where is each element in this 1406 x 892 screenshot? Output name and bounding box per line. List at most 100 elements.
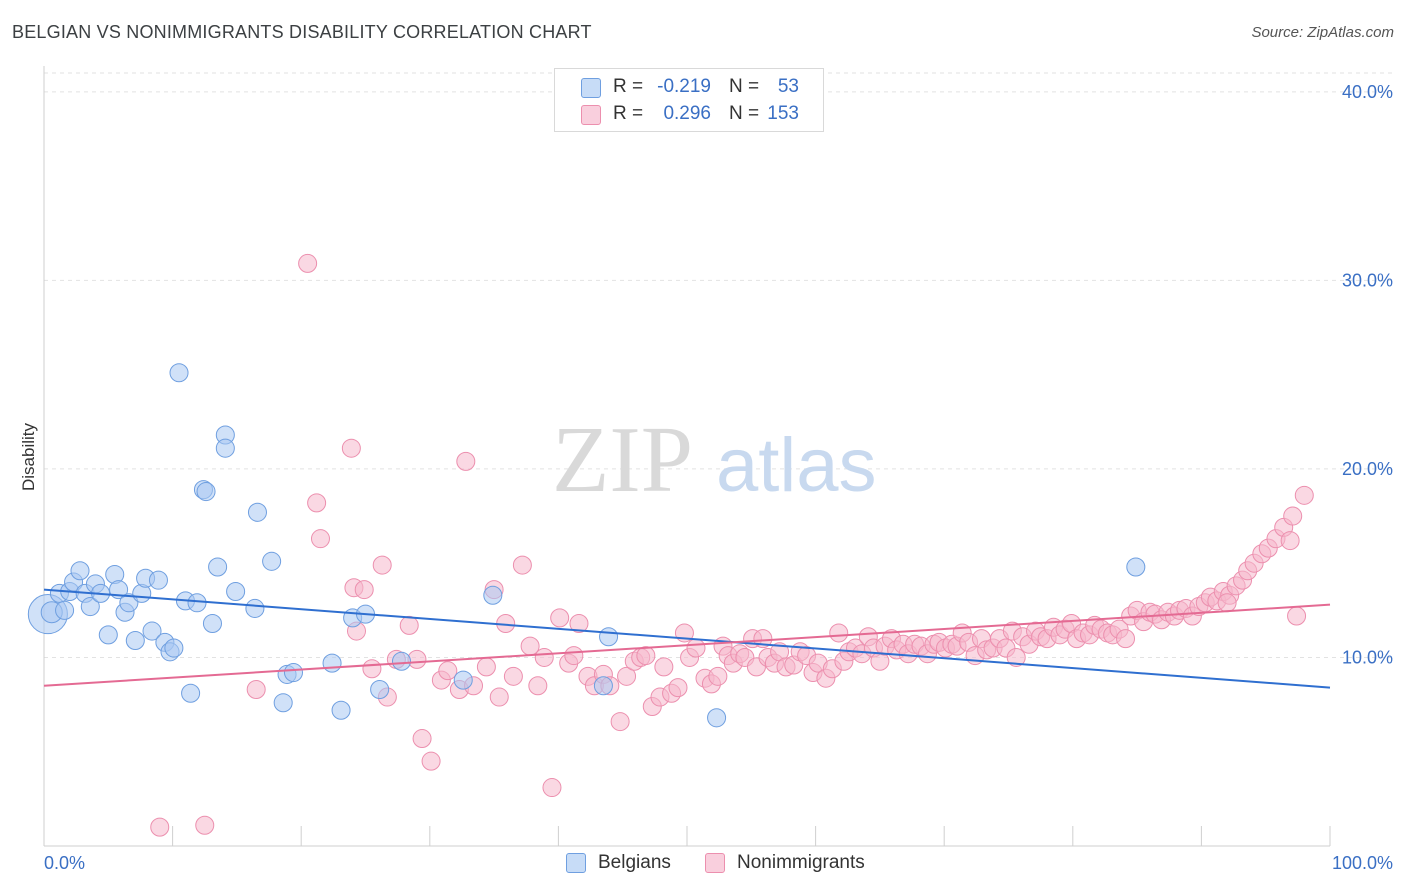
point-nonimmigrants xyxy=(1116,629,1136,649)
point-nonimmigrants xyxy=(542,778,562,798)
point-nonimmigrants xyxy=(512,555,532,575)
point-nonimmigrants xyxy=(1294,485,1314,505)
point-belgians xyxy=(247,502,267,522)
point-nonimmigrants xyxy=(686,638,706,658)
legend-n-value: 53 xyxy=(777,76,799,97)
point-nonimmigrants xyxy=(534,647,554,667)
point-nonimmigrants xyxy=(362,659,382,679)
point-nonimmigrants xyxy=(1280,531,1300,551)
point-nonimmigrants xyxy=(654,657,674,677)
point-belgians xyxy=(142,621,162,641)
point-nonimmigrants xyxy=(298,253,318,273)
point-belgians xyxy=(370,679,390,700)
legend-n-label: N = xyxy=(729,103,760,124)
trend-layer xyxy=(43,588,1331,689)
y-tick-label: 30.0% xyxy=(1342,270,1393,290)
point-nonimmigrants xyxy=(195,815,215,835)
points-layer xyxy=(27,253,1314,837)
point-belgians xyxy=(148,570,168,590)
point-nonimmigrants xyxy=(372,555,392,575)
point-belgians xyxy=(119,593,139,613)
x-tick-label-min: 0.0% xyxy=(44,853,85,873)
point-nonimmigrants xyxy=(569,614,589,634)
watermark: ZIP atlas xyxy=(552,408,877,512)
point-nonimmigrants xyxy=(617,666,637,686)
point-belgians xyxy=(70,561,90,581)
point-nonimmigrants xyxy=(246,680,266,700)
legend-r-value: 0.296 xyxy=(663,103,711,124)
point-belgians xyxy=(215,438,235,458)
point-nonimmigrants xyxy=(528,676,548,696)
legend-r-label: R = xyxy=(613,103,644,124)
x-tick-label-max: 100.0% xyxy=(1332,853,1393,873)
point-belgians xyxy=(125,630,145,651)
legend-n-label: N = xyxy=(729,76,760,97)
point-nonimmigrants xyxy=(1287,606,1307,626)
point-belgians xyxy=(483,585,503,605)
point-nonimmigrants xyxy=(310,529,330,549)
point-nonimmigrants xyxy=(1006,647,1026,667)
point-nonimmigrants xyxy=(503,666,523,686)
point-belgians xyxy=(599,627,619,647)
point-belgians xyxy=(262,551,282,571)
point-belgians xyxy=(98,625,118,645)
chart-title: BELGIAN VS NONIMMIGRANTS DISABILITY CORR… xyxy=(12,22,592,42)
watermark-atlas: atlas xyxy=(716,423,877,508)
legend-r-label: R = xyxy=(613,76,644,97)
y-axis-label: Disability xyxy=(19,422,38,491)
point-belgians xyxy=(283,663,304,683)
point-nonimmigrants xyxy=(489,687,509,707)
point-nonimmigrants xyxy=(1217,593,1237,613)
point-nonimmigrants xyxy=(668,678,688,698)
point-belgians xyxy=(245,598,265,618)
point-nonimmigrants xyxy=(341,438,361,458)
point-nonimmigrants xyxy=(456,451,476,471)
point-belgians xyxy=(187,593,207,613)
point-nonimmigrants xyxy=(412,729,432,749)
point-belgians xyxy=(391,651,412,671)
point-belgians xyxy=(164,638,184,658)
y-tick-label: 40.0% xyxy=(1342,82,1393,102)
legend-r-value: -0.219 xyxy=(657,76,711,97)
point-nonimmigrants xyxy=(354,580,374,600)
bottom-legend-swatch-belgians xyxy=(566,853,586,873)
point-nonimmigrants xyxy=(610,712,630,732)
point-belgians xyxy=(1126,557,1146,577)
point-belgians xyxy=(169,363,189,383)
bottom-legend-label-belgians: Belgians xyxy=(598,852,671,873)
legend-row-nonimmigrants: R = 0.296 N = 153 xyxy=(555,102,823,128)
point-belgians xyxy=(202,614,222,634)
point-nonimmigrants xyxy=(150,817,170,837)
legend-row-belgians: R = -0.219 N = 53 xyxy=(555,75,823,101)
point-nonimmigrants xyxy=(550,608,570,628)
point-nonimmigrants xyxy=(438,661,458,681)
point-belgians xyxy=(181,683,201,703)
grid-layer xyxy=(44,72,1394,658)
point-belgians xyxy=(707,708,727,728)
point-belgians xyxy=(453,670,473,690)
legend-swatch-nonimmigrants xyxy=(581,105,601,125)
point-nonimmigrants xyxy=(708,666,728,686)
point-belgians xyxy=(208,557,228,577)
trend-line-belgians xyxy=(43,588,1331,689)
bottom-legend-label-nonimmigrants: Nonimmigrants xyxy=(737,852,865,873)
source-label: Source: ZipAtlas.com xyxy=(1251,24,1394,41)
legend-swatch-belgians xyxy=(581,78,601,98)
point-nonimmigrants xyxy=(564,646,584,666)
stats-legend: R = -0.219 N = 53 R = 0.296 N = 153 xyxy=(554,68,824,132)
point-nonimmigrants xyxy=(1283,506,1303,526)
point-belgians xyxy=(331,700,351,720)
point-nonimmigrants xyxy=(476,657,496,677)
legend-n-value: 153 xyxy=(767,103,799,124)
trend-line-nonimmigrants xyxy=(43,603,1331,687)
y-tick-label: 20.0% xyxy=(1342,459,1393,479)
axis-layer xyxy=(43,66,1331,847)
point-belgians xyxy=(196,482,216,502)
labels-layer: 10.0% 20.0% 30.0% 40.0% 0.0% 100.0% Disability xyxy=(19,82,1393,873)
point-belgians xyxy=(55,600,75,620)
point-nonimmigrants xyxy=(829,623,849,643)
point-nonimmigrants xyxy=(399,615,419,635)
point-belgians xyxy=(322,653,342,673)
point-nonimmigrants xyxy=(636,646,656,666)
